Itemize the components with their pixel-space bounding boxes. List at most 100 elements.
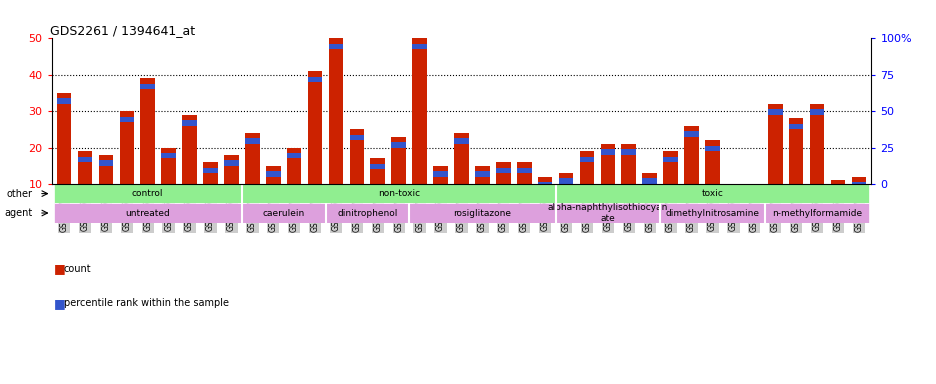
Text: non-toxic: non-toxic [377,189,419,198]
Bar [517,162,531,220]
Bar [579,151,593,220]
Bar [98,155,113,220]
Bar [663,151,678,220]
Bar [517,167,531,173]
Bar [183,115,197,220]
Bar [409,203,555,223]
Text: n-methylformamide: n-methylformamide [771,209,861,217]
Bar [349,135,364,140]
Text: ■: ■ [53,262,66,275]
Bar [53,203,241,223]
Bar [391,137,405,220]
Bar [244,139,259,144]
Bar [78,157,93,162]
Bar [432,166,447,220]
Bar [391,142,405,147]
Text: other: other [7,189,33,199]
Bar [475,166,490,220]
Bar [851,177,865,220]
Bar [224,155,239,220]
Bar [203,167,217,173]
Bar [829,186,844,191]
Bar [746,191,761,220]
Text: alpha-naphthylisothiocyan
ate: alpha-naphthylisothiocyan ate [548,203,667,223]
Bar [642,179,656,184]
Bar [788,118,802,220]
Text: dinitrophenol: dinitrophenol [337,209,397,217]
Bar [537,182,552,187]
Bar [161,153,176,159]
Bar [78,151,93,220]
Bar [663,157,678,162]
Bar [495,167,510,173]
Bar [241,203,325,223]
Bar [120,111,134,220]
Bar [454,133,468,220]
Text: agent: agent [5,208,33,218]
Bar [809,104,824,220]
Bar [600,144,615,220]
Bar [286,153,301,159]
Bar [241,184,555,203]
Bar [370,164,385,169]
Bar [224,160,239,166]
Bar [558,179,573,184]
Bar [412,44,427,49]
Text: percentile rank within the sample: percentile rank within the sample [64,298,228,308]
Bar [266,171,280,177]
Text: control: control [132,189,163,198]
Bar [475,171,490,177]
Bar [370,159,385,220]
Bar [120,117,134,122]
Bar [725,195,739,220]
Bar [809,109,824,115]
Bar [325,203,409,223]
Bar [329,44,343,49]
Bar [768,104,782,220]
Bar [829,180,844,220]
Bar [349,129,364,220]
Bar [203,162,217,220]
Bar [57,98,71,104]
Bar [286,147,301,220]
Bar [621,144,636,220]
Text: caerulein: caerulein [262,209,304,217]
Bar [851,182,865,187]
Bar [53,184,241,203]
Text: count: count [64,264,91,274]
Bar [705,140,719,220]
Bar [454,139,468,144]
Bar [140,78,154,220]
Bar [98,160,113,166]
Bar [432,171,447,177]
Bar [555,203,660,223]
Bar [558,173,573,220]
Bar [725,200,739,206]
Text: toxic: toxic [701,189,723,198]
Bar [579,157,593,162]
Bar [266,166,280,220]
Bar [642,173,656,220]
Bar [329,38,343,220]
Bar [600,149,615,155]
Bar [683,131,698,137]
Bar [660,203,764,223]
Text: ■: ■ [53,297,66,310]
Bar [537,177,552,220]
Bar [307,76,322,82]
Bar [788,124,802,129]
Text: GDS2261 / 1394641_at: GDS2261 / 1394641_at [50,24,195,37]
Bar [412,38,427,220]
Bar [307,71,322,220]
Bar [705,146,719,151]
Bar [555,184,869,203]
Text: dimethylnitrosamine: dimethylnitrosamine [665,209,759,217]
Bar [57,93,71,220]
Bar [768,109,782,115]
Bar [161,147,176,220]
Text: untreated: untreated [125,209,170,217]
Bar [140,84,154,89]
Bar [495,162,510,220]
Bar [764,203,869,223]
Bar [746,197,761,202]
